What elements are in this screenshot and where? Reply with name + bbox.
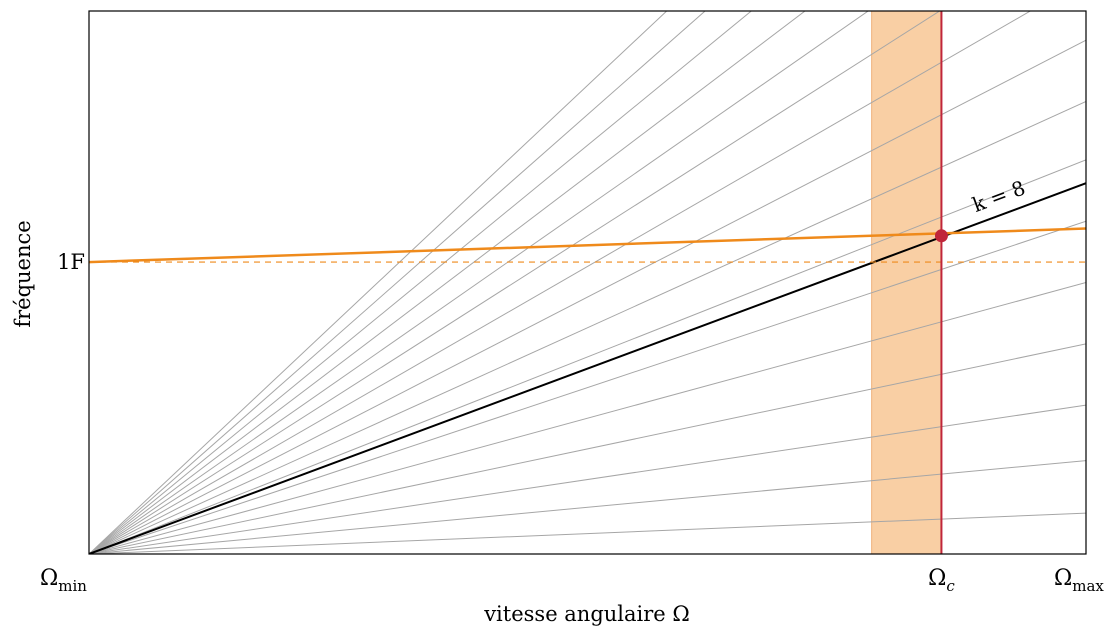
x-tick-label-min: Ωmin [40, 566, 87, 595]
y-axis-title: fréquence [11, 220, 35, 327]
critical-intersection-point [935, 229, 948, 242]
y-tick-label: 1F [57, 250, 85, 274]
x-tick-label-max: Ωmax [1054, 566, 1104, 595]
x-tick-label-critical: Ωc [928, 566, 955, 595]
x-axis-title: vitesse angulaire Ω [483, 602, 690, 626]
critical-speed-band [872, 11, 942, 554]
